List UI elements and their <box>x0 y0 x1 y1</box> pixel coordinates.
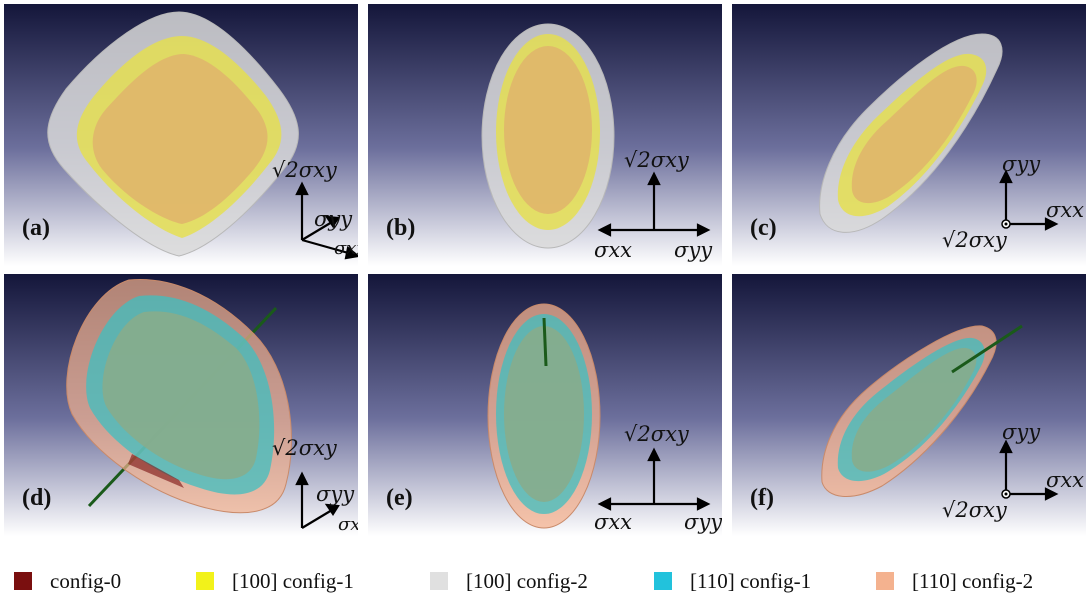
axis-label-a2: σxx <box>594 510 633 534</box>
panel-b: √2σxy σxx σyy (b) <box>368 4 722 266</box>
axis-label-a1: √2σxy <box>272 436 337 460</box>
legend-swatch <box>196 572 214 590</box>
axis-label-a2: σxx <box>594 238 633 262</box>
panel-label: (a) <box>22 215 50 241</box>
legend-swatch <box>654 572 672 590</box>
legend-label: [110] config-2 <box>912 568 1034 593</box>
axis-label-a3: √2σxy <box>942 228 1007 252</box>
axis-label-a2: σxx <box>1046 198 1085 222</box>
yield-surface-inner <box>851 65 977 204</box>
legend-item-100-config-2: [100] config-2 <box>430 568 588 594</box>
axis-label-a3: σxx <box>338 514 358 535</box>
panel-f-render <box>732 274 1086 536</box>
axis-label-a2: σyy <box>314 207 353 231</box>
axis-label-a3: √2σxy <box>942 498 1007 522</box>
legend-item-config-0: config-0 <box>14 568 121 594</box>
panel-e-render <box>368 274 722 536</box>
axis-label-a1: √2σxy <box>272 158 337 182</box>
yield-surface-inner <box>851 347 977 472</box>
axis-label-a3: σyy <box>674 238 713 262</box>
axes-triad-b <box>597 171 711 237</box>
legend-item-110-config-2: [110] config-2 <box>876 568 1033 594</box>
yield-surface-inner <box>102 311 260 480</box>
legend-item-100-config-1: [100] config-1 <box>196 568 354 594</box>
loading-axis <box>542 317 548 367</box>
legend-label: [100] config-2 <box>466 568 588 593</box>
panel-label: (b) <box>386 215 416 241</box>
axis-label-a3: σyy <box>684 510 722 534</box>
legend-label: [100] config-1 <box>232 568 354 593</box>
config-0-patch <box>128 454 184 488</box>
panel-f: σyy σxx √2σxy (f) <box>732 274 1086 536</box>
legend-swatch <box>14 572 32 590</box>
panel-label: (f) <box>750 485 774 511</box>
panel-a: √2σxy σyy σxx (a) <box>4 4 358 266</box>
panel-d-render <box>4 274 358 536</box>
loading-axis <box>951 324 1023 374</box>
panel-label: (c) <box>750 215 777 241</box>
panel-b-render <box>368 4 722 266</box>
legend-swatch <box>430 572 448 590</box>
legend-item-110-config-1: [110] config-1 <box>654 568 811 594</box>
axis-label-a1: √2σxy <box>624 422 689 446</box>
axes-triad-f <box>999 439 1059 501</box>
panel-c-render <box>732 4 1086 266</box>
yield-surface-inner <box>504 326 584 502</box>
yield-surface-inner <box>92 54 268 224</box>
legend-swatch <box>876 572 894 590</box>
axis-label-a1: σyy <box>1002 420 1041 444</box>
panel-e: √2σxy σxx σyy (e) <box>368 274 722 536</box>
axes-triad-a <box>295 181 358 260</box>
axis-label-a3: σxx <box>334 238 358 259</box>
legend-label: [110] config-1 <box>690 568 812 593</box>
legend-label: config-0 <box>50 568 122 593</box>
panel-a-render <box>4 4 358 266</box>
panel-c: σyy σxx √2σxy (c) <box>732 4 1086 266</box>
axis-label-a1: √2σxy <box>624 148 689 172</box>
axes-triad-d <box>295 471 340 529</box>
axis-label-a2: σyy <box>316 482 355 506</box>
axes-triad-e <box>597 447 711 511</box>
panel-label: (e) <box>386 485 413 511</box>
panel-d: √2σxy σyy σxx (d) <box>4 274 358 536</box>
yield-surface-inner <box>504 46 592 214</box>
panel-label: (d) <box>22 485 52 511</box>
axes-triad-c <box>999 169 1059 231</box>
axis-label-a1: σyy <box>1002 152 1041 176</box>
legend: config-0 [100] config-1 [100] config-2 [… <box>0 562 1090 598</box>
axis-label-a2: σxx <box>1046 468 1085 492</box>
